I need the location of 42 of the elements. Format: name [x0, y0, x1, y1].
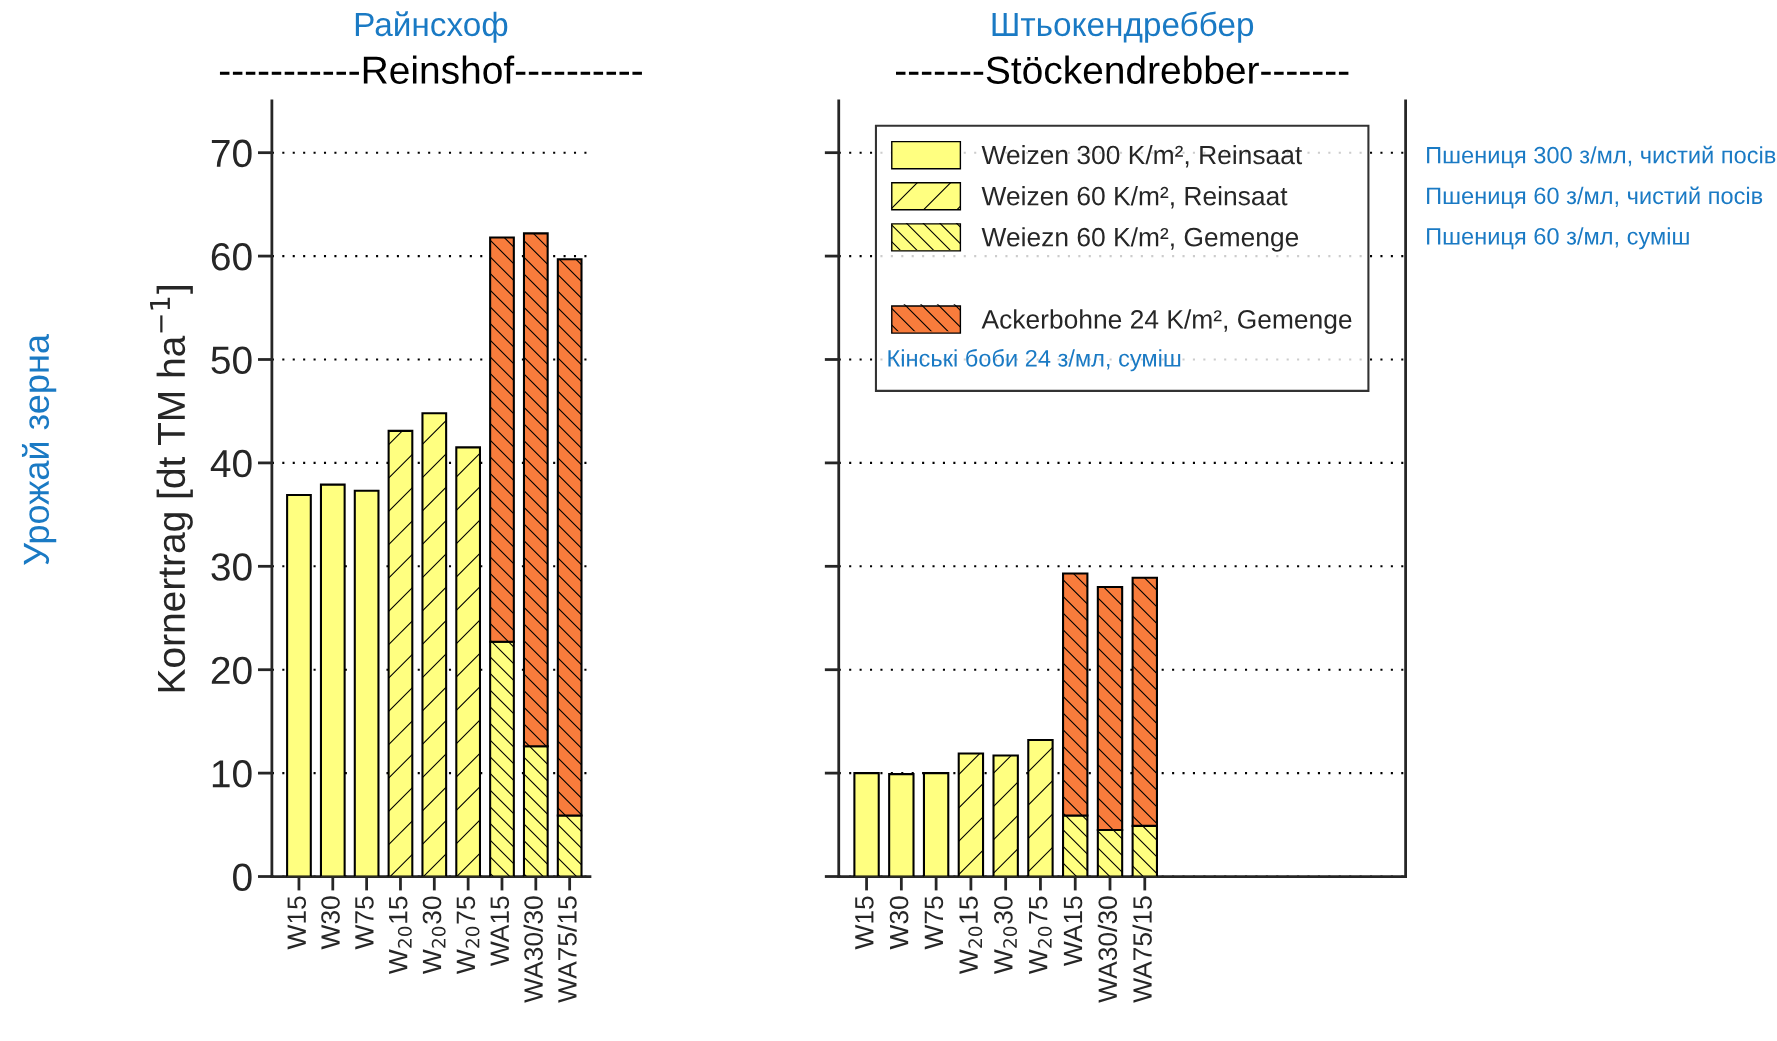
y-tick-label: 60 [211, 243, 252, 271]
y-tick-label: 20 [211, 656, 252, 685]
x-tick-label: WA15 [490, 896, 510, 967]
x-tick-label: W$_{20}$30 [422, 896, 446, 975]
x-tick-label: W75 [924, 896, 944, 950]
y-tick-label: 0 [233, 863, 252, 891]
x-tick-label: WA75/15 [557, 896, 577, 1003]
chart-subtitle: -----------Reinshof---------- [219, 55, 642, 84]
y-tick-label: 50 [211, 346, 252, 374]
y-axis-title: Kornertrag [dt TM ha$^{−1}$] [150, 286, 193, 692]
bar [353, 489, 380, 877]
x-tick-label: W$_{20}$15 [389, 896, 412, 975]
chart-title: Штьокендреббер [992, 11, 1254, 43]
legend-label: Weiezn 60 K/m², Gemenge [981, 227, 1299, 252]
text: Урожай зерна [21, 334, 57, 565]
x-tick-label: W$_{20}$75 [456, 896, 480, 975]
x-tick-label: W15 [855, 896, 874, 950]
y-tick-label: 70 [211, 139, 252, 168]
x-tick-label: W$_{20}$30 [994, 896, 1018, 975]
x-tick-label: W75 [355, 896, 374, 950]
x-tick-label: W$_{20}$75 [1029, 896, 1052, 975]
x-tick-label: W15 [287, 896, 307, 950]
chart-title: Райнсхоф [355, 11, 508, 43]
x-tick-label: WA30/30 [1097, 896, 1118, 1003]
text: Пшениця 60 з/мл, суміш [1427, 227, 1689, 250]
bar [286, 493, 312, 877]
legend-label: Ackerbohne 24 K/m², Gemenge [981, 309, 1352, 334]
x-tick-label: WA75/15 [1132, 896, 1152, 1003]
text: Пшениця 300 з/мл, чистий посів [1427, 145, 1776, 168]
y-tick-label: 40 [210, 449, 252, 478]
legend-label: Weizen 60 K/m², Reinsaat [981, 186, 1288, 209]
legend-label: Weizen 300 K/m², Reinsaat [981, 144, 1303, 168]
x-tick-label: WA30/30 [523, 896, 543, 1003]
x-tick-label: WA15 [1063, 896, 1083, 967]
chart-subtitle: -------Stöckendrebber------- [895, 55, 1349, 84]
x-tick-label: W30 [889, 896, 909, 950]
x-tick-label: W$_{20}$15 [959, 896, 983, 975]
text: Пшениця 60 з/мл, чистий посів [1427, 186, 1763, 209]
y-tick-label: 30 [211, 553, 252, 581]
x-tick-label: W30 [321, 896, 340, 950]
y-tick-label: 10 [212, 760, 252, 788]
annotation: Кінські боби 24 з/мл, суміш [888, 349, 1181, 372]
